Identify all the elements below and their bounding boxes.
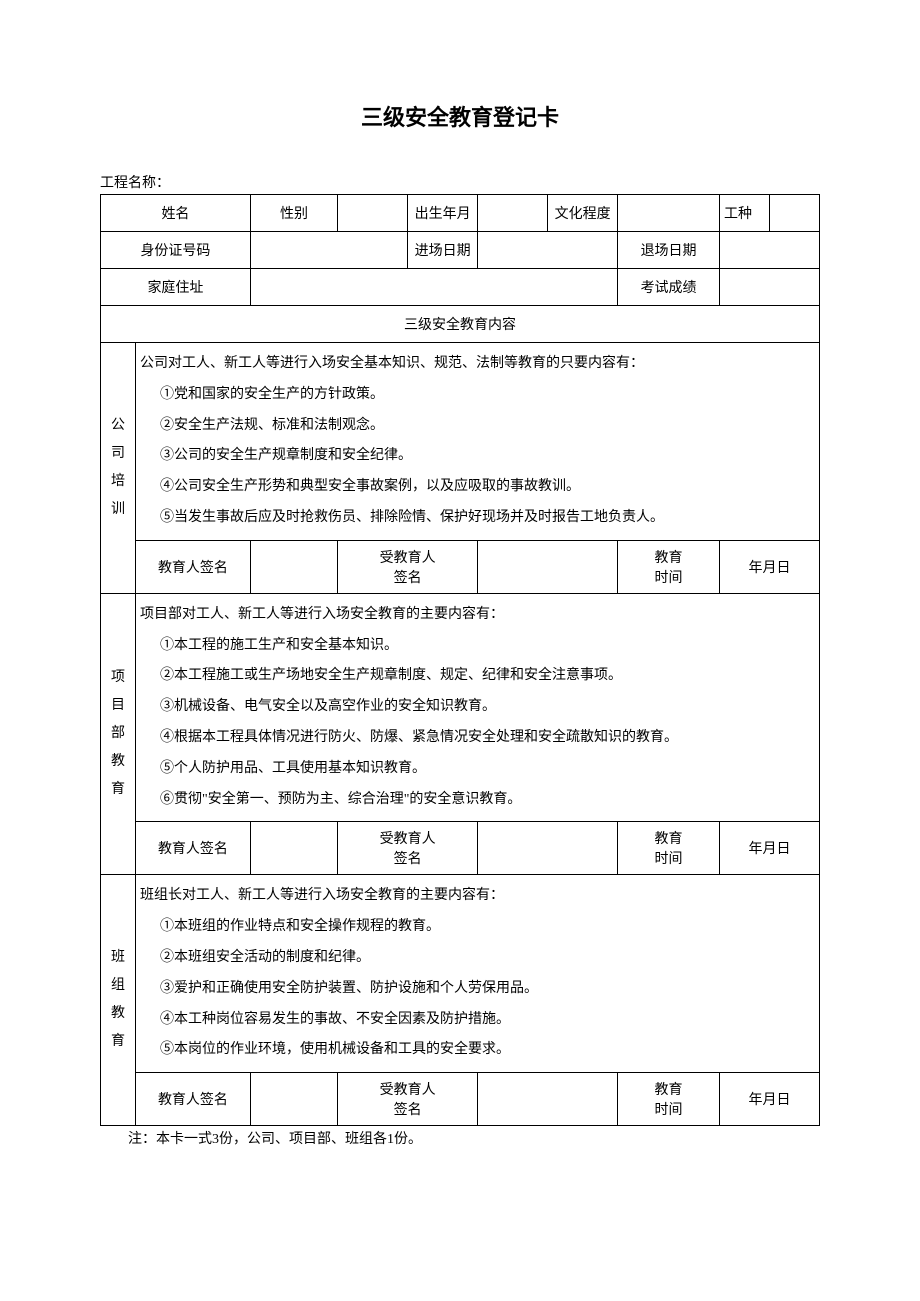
educator-sig-label: 教育人签名 <box>136 540 251 593</box>
section-project-label: 项目部教育 <box>101 593 136 875</box>
section-team-content: 班组长对工人、新工人等进行入场安全教育的主要内容有： ①本班组的作业特点和安全操… <box>136 875 820 1073</box>
address-value <box>250 269 617 306</box>
edu-time-label: 教育时间 <box>618 1073 720 1126</box>
educatee-sig-label: 受教育人签名 <box>338 822 478 875</box>
educator-sig-value <box>250 822 337 875</box>
personal-info-row-1: 姓名 性别 出生年月 文化程度 工种 <box>101 195 820 232</box>
education-label: 文化程度 <box>548 195 618 232</box>
content-intro: 公司对工人、新工人等进行入场安全基本知识、规范、法制等教育的只要内容有： <box>140 349 815 380</box>
document-title: 三级安全教育登记卡 <box>100 100 820 132</box>
personal-info-row-3: 家庭住址 考试成绩 <box>101 269 820 306</box>
worktype-value <box>770 195 820 232</box>
name-label: 姓名 <box>101 195 251 232</box>
vertical-text: 公司培训 <box>111 418 125 517</box>
section-title-row: 三级安全教育内容 <box>101 306 820 343</box>
educatee-sig-label: 受教育人签名 <box>338 1073 478 1126</box>
section-project-row: 项目部教育 项目部对工人、新工人等进行入场安全教育的主要内容有： ①本工程的施工… <box>101 593 820 822</box>
enter-date-label: 进场日期 <box>408 232 478 269</box>
section-company-sig-row: 教育人签名 受教育人签名 教育时间 年月日 <box>101 540 820 593</box>
content-item: ②安全生产法规、标准和法制观念。 <box>140 411 815 442</box>
content-item: ⑤个人防护用品、工具使用基本知识教育。 <box>140 754 815 785</box>
birth-label: 出生年月 <box>408 195 478 232</box>
registration-table: 姓名 性别 出生年月 文化程度 工种 身份证号码 进场日期 退场日期 家庭住址 … <box>100 194 820 1126</box>
content-item: ③爱护和正确使用安全防护装置、防护设施和个人劳保用品。 <box>140 974 815 1005</box>
vertical-text: 项目部教育 <box>111 670 125 797</box>
educatee-sig-label: 受教育人签名 <box>338 540 478 593</box>
content-item: ②本班组安全活动的制度和纪律。 <box>140 943 815 974</box>
content-item: ④公司安全生产形势和典型安全事故案例，以及应吸取的事故教训。 <box>140 472 815 503</box>
edu-time-value: 年月日 <box>719 1073 819 1126</box>
worktype-label: 工种 <box>720 195 770 232</box>
content-item: ③公司的安全生产规章制度和安全纪律。 <box>140 441 815 472</box>
vertical-text: 班组教育 <box>111 950 125 1049</box>
section-team-row: 班组教育 班组长对工人、新工人等进行入场安全教育的主要内容有： ①本班组的作业特… <box>101 875 820 1073</box>
exit-date-label: 退场日期 <box>618 232 720 269</box>
content-item: ④根据本工程具体情况进行防火、防爆、紧急情况安全处理和安全疏散知识的教育。 <box>140 723 815 754</box>
content-item: ①本工程的施工生产和安全基本知识。 <box>140 631 815 662</box>
idcard-value <box>250 232 407 269</box>
section-company-row: 公司培训 公司对工人、新工人等进行入场安全基本知识、规范、法制等教育的只要内容有… <box>101 343 820 541</box>
enter-date-value <box>478 232 618 269</box>
edu-time-value: 年月日 <box>719 540 819 593</box>
content-item: ⑤本岗位的作业环境，使用机械设备和工具的安全要求。 <box>140 1035 815 1066</box>
section-company-content: 公司对工人、新工人等进行入场安全基本知识、规范、法制等教育的只要内容有： ①党和… <box>136 343 820 541</box>
educator-sig-label: 教育人签名 <box>136 1073 251 1126</box>
section-project-sig-row: 教育人签名 受教育人签名 教育时间 年月日 <box>101 822 820 875</box>
educatee-sig-value <box>478 822 618 875</box>
educatee-sig-value <box>478 1073 618 1126</box>
exam-label: 考试成绩 <box>618 269 720 306</box>
educatee-sig-value <box>478 540 618 593</box>
content-intro: 班组长对工人、新工人等进行入场安全教育的主要内容有： <box>140 881 815 912</box>
section-team-label: 班组教育 <box>101 875 136 1126</box>
section-title: 三级安全教育内容 <box>101 306 820 343</box>
exit-date-value <box>720 232 820 269</box>
birth-value <box>478 195 548 232</box>
idcard-label: 身份证号码 <box>101 232 251 269</box>
educator-sig-value <box>250 540 337 593</box>
edu-time-label: 教育时间 <box>618 540 720 593</box>
educator-sig-value <box>250 1073 337 1126</box>
project-name-label: 工程名称： <box>100 172 820 192</box>
section-company-label: 公司培训 <box>101 343 136 594</box>
content-item: ④本工种岗位容易发生的事故、不安全因素及防护措施。 <box>140 1005 815 1036</box>
content-intro: 项目部对工人、新工人等进行入场安全教育的主要内容有： <box>140 600 815 631</box>
education-value <box>618 195 720 232</box>
content-item: ①本班组的作业特点和安全操作规程的教育。 <box>140 912 815 943</box>
gender-label: 性别 <box>250 195 337 232</box>
content-item: ①党和国家的安全生产的方针政策。 <box>140 380 815 411</box>
gender-value <box>338 195 408 232</box>
exam-value <box>720 269 820 306</box>
educator-sig-label: 教育人签名 <box>136 822 251 875</box>
footer-note: 注：本卡一式3份，公司、项目部、班组各1份。 <box>100 1128 820 1148</box>
address-label: 家庭住址 <box>101 269 251 306</box>
content-item: ③机械设备、电气安全以及高空作业的安全知识教育。 <box>140 692 815 723</box>
content-item: ⑤当发生事故后应及时抢救伤员、排除险情、保护好现场并及时报告工地负责人。 <box>140 503 815 534</box>
section-project-content: 项目部对工人、新工人等进行入场安全教育的主要内容有： ①本工程的施工生产和安全基… <box>136 593 820 822</box>
content-item: ⑥贯彻"安全第一、预防为主、综合治理"的安全意识教育。 <box>140 785 815 816</box>
section-team-sig-row: 教育人签名 受教育人签名 教育时间 年月日 <box>101 1073 820 1126</box>
personal-info-row-2: 身份证号码 进场日期 退场日期 <box>101 232 820 269</box>
content-item: ②本工程施工或生产场地安全生产规章制度、规定、纪律和安全注意事项。 <box>140 661 815 692</box>
edu-time-value: 年月日 <box>719 822 819 875</box>
edu-time-label: 教育时间 <box>618 822 720 875</box>
